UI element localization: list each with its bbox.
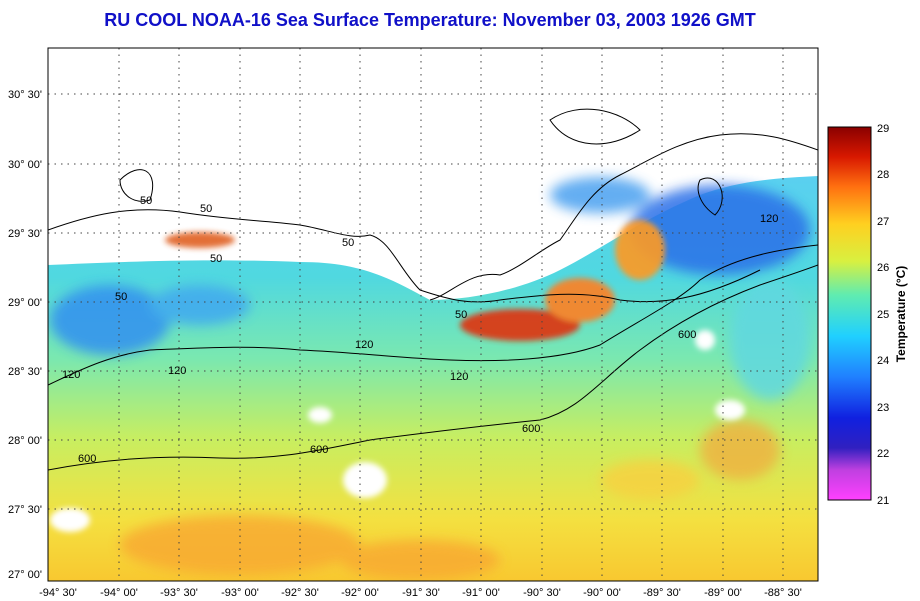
contour-label: 50 (342, 237, 354, 249)
contour-label: 600 (78, 453, 96, 465)
lat-label: 30° 30' (8, 89, 42, 101)
lat-label: 30° 00' (8, 159, 42, 171)
colorbar-tick: 22 (877, 448, 889, 460)
lon-label: -93° 00' (221, 587, 259, 599)
lat-label: 27° 00' (8, 569, 42, 581)
contour-50 (48, 209, 761, 303)
colorbar-tick: 28 (877, 169, 889, 181)
lon-label: -89° 30' (643, 587, 681, 599)
lat-label: 28° 30' (8, 366, 42, 378)
colorbar-label: Temperature (°C) (894, 265, 908, 363)
lon-label: -91° 30' (402, 587, 440, 599)
contour-label: 50 (210, 253, 222, 265)
lon-label: -90° 00' (583, 587, 621, 599)
map-title: RU COOL NOAA-16 Sea Surface Temperature:… (104, 10, 756, 30)
contour-label: 120 (355, 339, 373, 351)
contour-label: 600 (310, 444, 328, 456)
lat-label: 29° 30' (8, 228, 42, 240)
contour-label: 50 (140, 195, 152, 207)
lon-label: -88° 30' (764, 587, 802, 599)
coastline (429, 133, 818, 301)
contour-label: 120 (450, 371, 468, 383)
contour-120 (48, 244, 818, 386)
colorbar-tick: 23 (877, 402, 889, 414)
contour-label: 600 (522, 423, 540, 435)
lon-label: -90° 30' (523, 587, 561, 599)
colorbar-tick: 21 (877, 495, 889, 507)
lat-label: 28° 00' (8, 435, 42, 447)
colorbar-tick: 27 (877, 216, 889, 228)
colorbar-tick: 25 (877, 309, 889, 321)
lon-label: -94° 30' (39, 587, 77, 599)
lon-label: -89° 00' (704, 587, 742, 599)
contour-label: 120 (62, 369, 80, 381)
colorbar-tick: 26 (877, 262, 889, 274)
contour-label: 120 (168, 365, 186, 377)
colorbar (827, 126, 872, 501)
lat-lon-grid (48, 48, 818, 581)
contour-label: 50 (200, 203, 212, 215)
lat-label: 27° 30' (8, 504, 42, 516)
contour-label: 120 (760, 213, 778, 225)
lon-label: -92° 00' (341, 587, 379, 599)
contour-600 (48, 264, 818, 471)
colorbar-tick: 24 (877, 355, 889, 367)
contour-label: 50 (115, 291, 127, 303)
lon-label: -93° 30' (160, 587, 198, 599)
contour-label: 50 (455, 309, 467, 321)
lon-label: -91° 00' (462, 587, 500, 599)
lat-label: 29° 00' (8, 297, 42, 309)
colorbar-tick: 29 (877, 123, 889, 135)
lon-label: -94° 00' (100, 587, 138, 599)
lon-label: -92° 30' (281, 587, 319, 599)
contour-label: 600 (678, 329, 696, 341)
